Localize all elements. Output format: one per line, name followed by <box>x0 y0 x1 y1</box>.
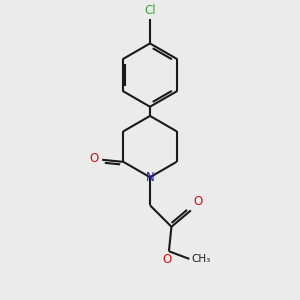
Text: O: O <box>90 152 99 165</box>
Text: Cl: Cl <box>144 4 156 17</box>
Text: N: N <box>146 171 154 184</box>
Text: CH₃: CH₃ <box>191 254 211 264</box>
Text: O: O <box>162 253 172 266</box>
Text: O: O <box>193 195 202 208</box>
